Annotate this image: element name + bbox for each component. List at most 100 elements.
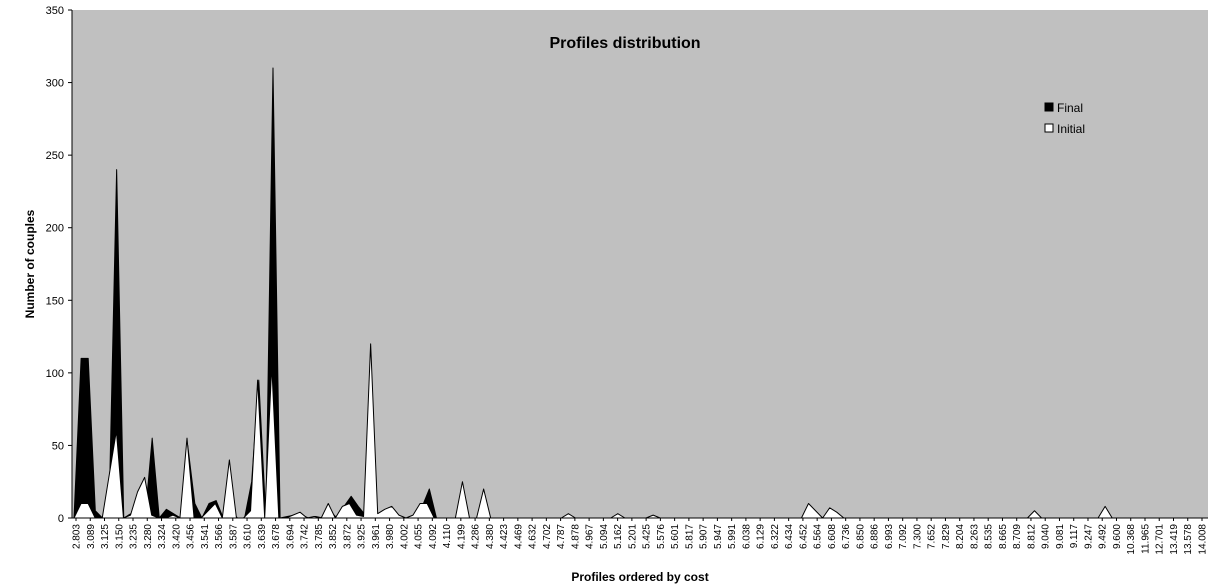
y-tick-label: 50 bbox=[52, 440, 64, 452]
x-tick-label: 6.129 bbox=[756, 524, 767, 549]
x-tick-label: 3.324 bbox=[157, 524, 168, 549]
legend-label-final: Final bbox=[1057, 101, 1083, 115]
x-tick-label: 9.247 bbox=[1083, 524, 1094, 549]
x-tick-label: 9.081 bbox=[1055, 524, 1066, 549]
x-tick-label: 4.967 bbox=[585, 524, 596, 549]
x-tick-label: 4.110 bbox=[442, 524, 453, 549]
x-tick-label: 3.587 bbox=[228, 524, 239, 549]
x-tick-label: 9.492 bbox=[1098, 524, 1109, 549]
x-tick-label: 5.907 bbox=[699, 524, 710, 549]
x-tick-label: 4.092 bbox=[428, 524, 439, 549]
x-tick-label: 7.652 bbox=[927, 524, 938, 549]
x-tick-label: 4.199 bbox=[456, 524, 467, 549]
x-tick-label: 6.038 bbox=[741, 524, 752, 549]
y-tick-group: 0 50 100 150 200 250 300 350 bbox=[46, 5, 72, 525]
x-tick-label: 6.452 bbox=[798, 524, 809, 549]
x-tick-label: 6.434 bbox=[784, 524, 795, 549]
x-tick-label: 4.055 bbox=[414, 524, 425, 549]
y-tick-label: 150 bbox=[46, 295, 64, 307]
x-tick-label: 3.456 bbox=[186, 524, 197, 549]
x-tick-label: 5.425 bbox=[642, 524, 653, 549]
x-tick-label: 3.961 bbox=[371, 524, 382, 549]
x-tick-label: 8.263 bbox=[969, 524, 980, 549]
chart-title: Profiles distribution bbox=[549, 35, 700, 52]
x-tick-label: 5.601 bbox=[670, 524, 681, 549]
x-tick-label: 3.678 bbox=[271, 524, 282, 549]
x-tick-label: 4.702 bbox=[542, 524, 553, 549]
x-axis-label: Profiles ordered by cost bbox=[571, 570, 708, 584]
x-tick-label: 4.286 bbox=[471, 524, 482, 549]
x-tick-label: 3.235 bbox=[129, 524, 140, 549]
x-tick-label: 4.423 bbox=[499, 524, 510, 549]
x-tick-label: 4.469 bbox=[513, 524, 524, 549]
x-tick-label: 9.040 bbox=[1041, 524, 1052, 549]
y-tick-label: 0 bbox=[58, 513, 64, 525]
x-tick-label: 3.925 bbox=[357, 524, 368, 549]
x-tick-label: 7.092 bbox=[898, 524, 909, 549]
x-tick-label: 5.201 bbox=[627, 524, 638, 549]
x-tick-label: 5.991 bbox=[727, 524, 738, 549]
x-tick-label: 3.980 bbox=[385, 524, 396, 549]
x-tick-label: 14.008 bbox=[1198, 524, 1209, 555]
x-tick-label: 12.701 bbox=[1155, 524, 1166, 555]
x-tick-label: 6.886 bbox=[870, 524, 881, 549]
x-tick-label: 3.785 bbox=[314, 524, 325, 549]
x-tick-label: 6.850 bbox=[855, 524, 866, 549]
x-tick-label: 13.419 bbox=[1169, 524, 1180, 555]
x-tick-label: 3.566 bbox=[214, 524, 225, 549]
x-tick-label: 3.150 bbox=[114, 524, 125, 549]
x-tick-label: 3.694 bbox=[285, 524, 296, 549]
x-tick-label: 4.380 bbox=[485, 524, 496, 549]
x-tick-label: 8.812 bbox=[1026, 524, 1037, 549]
y-tick-label: 300 bbox=[46, 78, 64, 90]
x-tick-label: 6.993 bbox=[884, 524, 895, 549]
x-tick-label: 3.089 bbox=[86, 524, 97, 549]
y-axis-label: Number of couples bbox=[23, 209, 37, 318]
x-tick-label: 3.610 bbox=[243, 524, 254, 549]
y-tick-label: 100 bbox=[46, 368, 64, 380]
x-tick-label: 8.535 bbox=[984, 524, 995, 549]
x-tick-label: 13.578 bbox=[1183, 524, 1194, 555]
x-tick-label: 7.829 bbox=[941, 524, 952, 549]
x-tick-label: 5.947 bbox=[713, 524, 724, 549]
x-tick-label: 3.280 bbox=[143, 524, 154, 549]
x-tick-label: 3.125 bbox=[100, 524, 111, 549]
x-tick-label: 6.608 bbox=[827, 524, 838, 549]
x-tick-label: 5.162 bbox=[613, 524, 624, 549]
x-tick-label: 3.639 bbox=[257, 524, 268, 549]
y-tick-label: 250 bbox=[46, 150, 64, 162]
x-tick-label: 2.803 bbox=[72, 524, 83, 549]
x-tick-label: 3.872 bbox=[342, 524, 353, 549]
x-tick-label: 9.600 bbox=[1112, 524, 1123, 549]
legend: Final Initial bbox=[1044, 101, 1085, 136]
x-tick-label: 6.564 bbox=[813, 524, 824, 549]
y-tick-label: 350 bbox=[46, 5, 64, 17]
legend-swatch-initial bbox=[1044, 123, 1054, 133]
x-tick-label: 5.817 bbox=[684, 524, 695, 549]
plot-area bbox=[72, 10, 1208, 518]
x-tick-label: 4.787 bbox=[556, 524, 567, 549]
x-tick-label: 8.665 bbox=[998, 524, 1009, 549]
x-tick-label: 5.094 bbox=[599, 524, 610, 549]
x-tick-group: 2.803 3.089 3.125 3.150 3.235 3.280 3.324 3.420… bbox=[72, 518, 1209, 555]
x-tick-label: 7.300 bbox=[912, 524, 923, 549]
x-tick-label: 4.878 bbox=[570, 524, 581, 549]
x-tick-label: 11.965 bbox=[1140, 524, 1151, 554]
x-tick-label: 6.322 bbox=[770, 524, 781, 549]
x-tick-label: 8.204 bbox=[955, 524, 966, 549]
x-tick-label: 10.368 bbox=[1126, 524, 1137, 555]
x-tick-label: 3.742 bbox=[300, 524, 311, 549]
x-tick-label: 8.709 bbox=[1012, 524, 1023, 549]
x-tick-label: 4.002 bbox=[399, 524, 410, 549]
x-tick-label: 3.852 bbox=[328, 524, 339, 549]
x-tick-label: 6.736 bbox=[841, 524, 852, 549]
x-tick-label: 4.632 bbox=[528, 524, 539, 549]
legend-label-initial: Initial bbox=[1057, 122, 1085, 136]
y-tick-label: 200 bbox=[46, 223, 64, 235]
x-tick-label: 9.117 bbox=[1069, 524, 1080, 549]
x-tick-label: 3.420 bbox=[171, 524, 182, 549]
x-tick-label: 3.541 bbox=[200, 524, 211, 549]
x-tick-label: 5.576 bbox=[656, 524, 667, 549]
legend-swatch-final bbox=[1044, 102, 1054, 112]
